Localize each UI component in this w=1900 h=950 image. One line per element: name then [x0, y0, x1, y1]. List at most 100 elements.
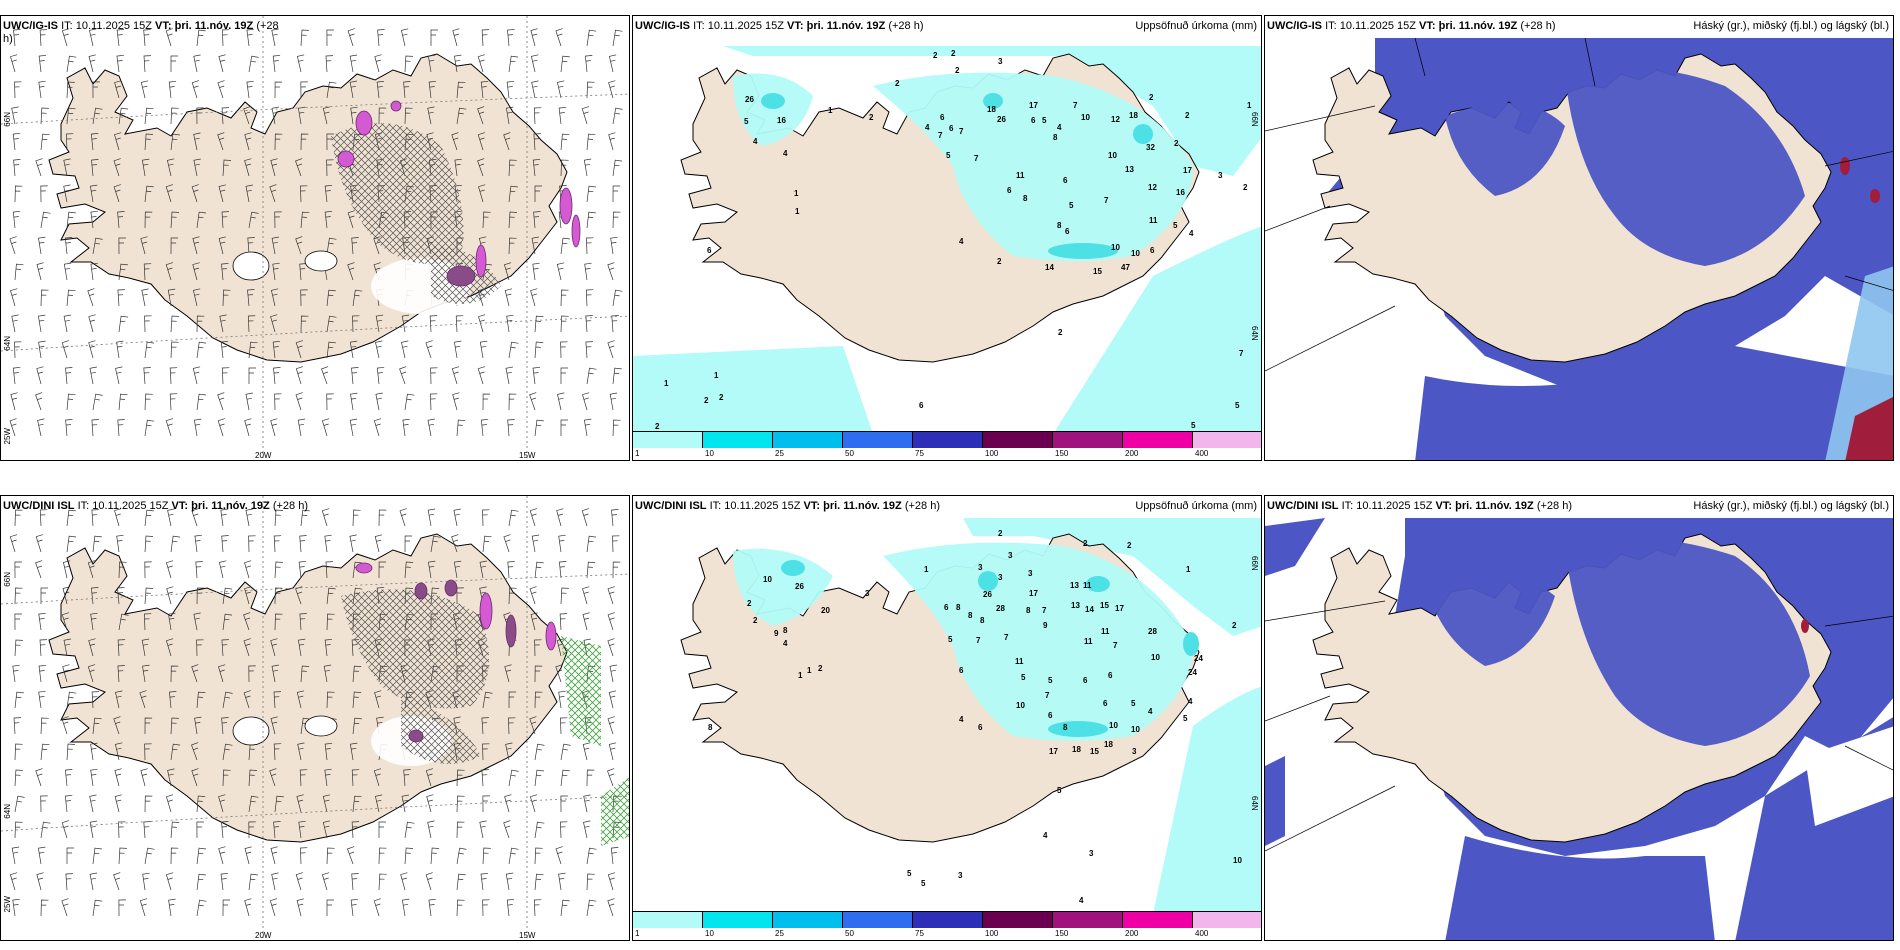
wind-barb [39, 509, 48, 527]
wind-barb [273, 691, 282, 709]
wind-barb [451, 534, 459, 553]
wind-barb [90, 210, 98, 229]
wind-barb [14, 639, 23, 657]
wind-barb [456, 821, 465, 839]
precip-value-label: 3 [998, 57, 1003, 66]
colorbar-tick-label: 150 [1055, 929, 1069, 938]
wind-barb [374, 534, 383, 553]
precip-value-label: 10 [763, 575, 772, 584]
cloud-title-bottom: UWC/DINI ISL IT: 10.11.2025 15Z VT: þri.… [1267, 500, 1572, 512]
wind-barb [170, 535, 181, 553]
wind-barb [347, 210, 355, 229]
wind-barb [195, 561, 203, 579]
wind-barb [244, 418, 252, 437]
wind-barb [271, 872, 279, 891]
wind-barb [530, 54, 539, 73]
wind-barb [248, 341, 258, 359]
wind-barb [66, 289, 76, 307]
wind-barb [66, 691, 77, 709]
wind-barb [118, 393, 128, 411]
wind-barb [531, 534, 540, 553]
wind-barb [504, 288, 513, 307]
precip-value-label: 7 [974, 154, 979, 163]
wind-barb [222, 289, 231, 307]
wind-barb [170, 341, 179, 359]
wind-barb [165, 28, 173, 47]
wind-barb [326, 691, 335, 709]
wind-barb [530, 288, 538, 307]
precip-value-label: 5 [1173, 221, 1178, 230]
wind-barb [508, 237, 517, 255]
precip-value-label: 5 [1191, 421, 1196, 430]
wind-barb [324, 184, 333, 203]
wind-barb [221, 717, 229, 735]
wind-barb [118, 899, 126, 917]
wind-barb [62, 560, 71, 579]
colorbar-swatch [703, 912, 773, 928]
precip-value-label: 13 [1071, 601, 1080, 610]
precip-value-label: 28 [996, 604, 1005, 613]
wind-barb [456, 899, 465, 917]
wind-barb [533, 107, 542, 125]
wind-barb [530, 28, 538, 47]
wind-barb [87, 288, 95, 307]
wind-barb [61, 716, 69, 735]
wind-barb [533, 133, 541, 151]
precip-value-label: 10 [1016, 701, 1025, 710]
precip-value-label: 6 [944, 603, 949, 612]
wind-barb [89, 366, 97, 385]
lat-right-64-top: 64N [1250, 326, 1259, 341]
wind-barb [349, 742, 358, 761]
wind-barb [245, 508, 253, 527]
wind-barb [581, 106, 590, 125]
wind-barb [243, 638, 251, 657]
precip-value-label: 6 [1108, 671, 1113, 680]
wind-barb [607, 638, 615, 657]
wind-barb [39, 29, 48, 47]
wind-barb [170, 237, 179, 255]
wind-barb [505, 366, 513, 385]
wind-barb [218, 794, 226, 813]
precip-value-label: 24 [1194, 654, 1203, 663]
wind-barb [323, 664, 332, 683]
wind-barb [92, 107, 103, 125]
wind-barb [61, 28, 70, 47]
wind-barb [477, 366, 486, 385]
wind-barb [194, 716, 202, 735]
wind-barb [114, 508, 122, 527]
wind-barb [560, 821, 568, 839]
wind-barb [40, 185, 48, 203]
wind-barb [248, 769, 258, 787]
wind-barb [608, 690, 617, 709]
wind-barb [63, 158, 71, 177]
cloud-title-top: UWC/IG-IS IT: 10.11.2025 15Z VT: þri. 11… [1267, 20, 1556, 32]
wind-barb [529, 586, 537, 605]
precip-value-label: 4 [959, 237, 964, 246]
precip-value-label: 8 [708, 723, 713, 732]
wind-barb [582, 742, 591, 761]
wind-barb [117, 639, 126, 657]
wind-barb [139, 690, 147, 709]
wind-barb [426, 794, 434, 813]
wind-barb [351, 821, 360, 839]
wind-barb [300, 509, 310, 527]
wind-barb [378, 847, 387, 865]
cloud-map-bottom [1265, 518, 1893, 940]
wind-barb [401, 314, 410, 333]
wind-barb [479, 560, 487, 579]
precip-value-label: 26 [745, 95, 754, 104]
precip-value-label: 10 [1131, 725, 1140, 734]
wind-barb [274, 211, 282, 229]
wind-barb [295, 392, 303, 411]
wind-barb [324, 210, 333, 229]
wind-barb [91, 159, 99, 177]
wind-barb [244, 586, 252, 605]
precip-value-label: 7 [1104, 196, 1109, 205]
wind-barb [9, 236, 17, 255]
wind-barb [609, 392, 618, 411]
wind-barb [608, 54, 617, 73]
wind-barb [452, 28, 460, 47]
wind-barb [11, 314, 19, 333]
wind-barb [534, 561, 544, 579]
